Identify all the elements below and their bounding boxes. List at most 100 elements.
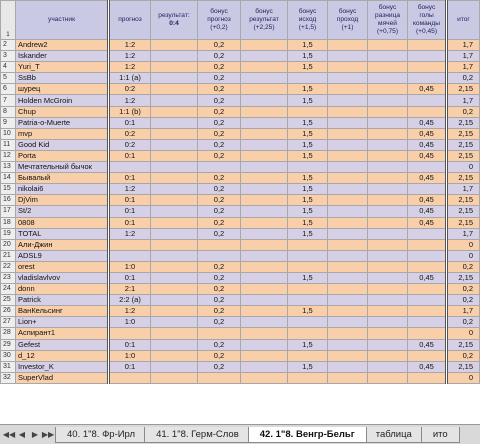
bonus-goal-diff-cell[interactable] bbox=[367, 161, 408, 174]
participant-cell[interactable]: vladislavlvov bbox=[15, 271, 110, 285]
total-cell[interactable]: 2,15 bbox=[445, 172, 480, 185]
bonus-outcome-cell[interactable]: 1,5 bbox=[287, 61, 328, 74]
bonus-goal-diff-cell[interactable] bbox=[367, 271, 408, 285]
row-number[interactable]: 9 bbox=[0, 116, 16, 129]
participant-cell[interactable]: ВанКельсинг bbox=[15, 305, 110, 318]
bonus-advance-cell[interactable] bbox=[327, 172, 368, 185]
bonus-advance-cell[interactable] bbox=[327, 227, 368, 240]
result-cell[interactable] bbox=[150, 283, 198, 296]
participant-cell[interactable]: Мечтательный бычок bbox=[15, 161, 110, 174]
bonus-advance-cell[interactable] bbox=[327, 116, 368, 129]
bonus-prediction-cell[interactable]: 0,2 bbox=[197, 283, 241, 296]
prediction-cell[interactable]: 2:2 (a) bbox=[108, 294, 151, 307]
prediction-cell[interactable]: 0:2 bbox=[108, 138, 151, 151]
result-cell[interactable] bbox=[150, 205, 198, 218]
bonus-goal-diff-cell[interactable] bbox=[367, 260, 408, 273]
result-cell[interactable] bbox=[150, 83, 198, 96]
bonus-goal-diff-cell[interactable] bbox=[367, 172, 408, 185]
total-cell[interactable]: 1,7 bbox=[445, 94, 480, 107]
bonus-outcome-cell[interactable] bbox=[287, 105, 328, 118]
participant-cell[interactable]: nikolai6 bbox=[15, 183, 110, 196]
bonus-outcome-cell[interactable]: 1,5 bbox=[287, 127, 328, 140]
prediction-cell[interactable]: 0:1 bbox=[108, 216, 151, 229]
spreadsheet-grid[interactable]: 1 участник прогноз результат: 0:4 бонус … bbox=[0, 0, 480, 424]
header-total[interactable]: итог bbox=[445, 0, 480, 40]
bonus-advance-cell[interactable] bbox=[327, 283, 368, 296]
bonus-result-cell[interactable] bbox=[240, 260, 288, 273]
bonus-outcome-cell[interactable] bbox=[287, 283, 328, 296]
row-number[interactable]: 3 bbox=[0, 50, 16, 63]
bonus-prediction-cell[interactable]: 0,2 bbox=[197, 149, 241, 163]
total-cell[interactable]: 0 bbox=[445, 249, 480, 262]
bonus-advance-cell[interactable] bbox=[327, 260, 368, 273]
row-number[interactable]: 31 bbox=[0, 360, 16, 373]
bonus-result-cell[interactable] bbox=[240, 371, 288, 384]
bonus-prediction-cell[interactable]: 0,2 bbox=[197, 316, 241, 329]
prediction-cell[interactable]: 1:0 bbox=[108, 349, 151, 362]
bonus-prediction-cell[interactable]: 0,2 bbox=[197, 271, 241, 285]
bonus-outcome-cell[interactable]: 1,5 bbox=[287, 149, 328, 163]
participant-cell[interactable]: ADSL9 bbox=[15, 249, 110, 262]
bonus-team-goals-cell[interactable]: 0,45 bbox=[407, 127, 447, 140]
header-bonus-advance[interactable]: бонус проход (+1) bbox=[327, 0, 368, 40]
total-cell[interactable]: 0,2 bbox=[445, 105, 480, 118]
bonus-prediction-cell[interactable]: 0,2 bbox=[197, 360, 241, 373]
prediction-cell[interactable]: 0:2 bbox=[108, 127, 151, 140]
total-cell[interactable]: 0,2 bbox=[445, 349, 480, 362]
bonus-result-cell[interactable] bbox=[240, 205, 288, 218]
participant-cell[interactable]: d_12 bbox=[15, 349, 110, 362]
bonus-prediction-cell[interactable]: 0,2 bbox=[197, 61, 241, 74]
result-cell[interactable] bbox=[150, 271, 198, 285]
participant-cell[interactable]: Lion+ bbox=[15, 316, 110, 329]
bonus-result-cell[interactable] bbox=[240, 61, 288, 74]
bonus-team-goals-cell[interactable]: 0,45 bbox=[407, 271, 447, 285]
bonus-advance-cell[interactable] bbox=[327, 327, 368, 340]
total-cell[interactable]: 1,7 bbox=[445, 61, 480, 74]
total-cell[interactable]: 1,7 bbox=[445, 305, 480, 318]
total-cell[interactable]: 2,15 bbox=[445, 338, 480, 351]
bonus-team-goals-cell[interactable] bbox=[407, 371, 447, 384]
bonus-outcome-cell[interactable] bbox=[287, 72, 328, 85]
bonus-team-goals-cell[interactable] bbox=[407, 260, 447, 273]
bonus-prediction-cell[interactable]: 0,2 bbox=[197, 105, 241, 118]
row-number[interactable]: 29 bbox=[0, 338, 16, 351]
prediction-cell[interactable]: 1:2 bbox=[108, 94, 151, 107]
row-number[interactable]: 16 bbox=[0, 194, 16, 207]
bonus-advance-cell[interactable] bbox=[327, 371, 368, 384]
bonus-prediction-cell[interactable]: 0,2 bbox=[197, 338, 241, 351]
result-cell[interactable] bbox=[150, 61, 198, 74]
row-number[interactable]: 17 bbox=[0, 205, 16, 218]
total-cell[interactable]: 2,15 bbox=[445, 205, 480, 218]
bonus-result-cell[interactable] bbox=[240, 216, 288, 229]
bonus-advance-cell[interactable] bbox=[327, 38, 368, 52]
header-bonus-outcome[interactable]: бонус исход (+1,5) bbox=[287, 0, 328, 40]
header-bonus-team-goals[interactable]: бонус голы команды (+0,45) bbox=[407, 0, 447, 40]
bonus-advance-cell[interactable] bbox=[327, 72, 368, 85]
bonus-outcome-cell[interactable] bbox=[287, 249, 328, 262]
bonus-advance-cell[interactable] bbox=[327, 305, 368, 318]
bonus-outcome-cell[interactable]: 1,5 bbox=[287, 116, 328, 129]
bonus-team-goals-cell[interactable]: 0,45 bbox=[407, 216, 447, 229]
bonus-goal-diff-cell[interactable] bbox=[367, 338, 408, 351]
total-cell[interactable]: 0 bbox=[445, 371, 480, 384]
bonus-prediction-cell[interactable]: 0,2 bbox=[197, 172, 241, 185]
bonus-team-goals-cell[interactable] bbox=[407, 327, 447, 340]
bonus-advance-cell[interactable] bbox=[327, 271, 368, 285]
total-cell[interactable]: 0 bbox=[445, 327, 480, 340]
participant-cell[interactable]: Chup bbox=[15, 105, 110, 118]
result-cell[interactable] bbox=[150, 172, 198, 185]
bonus-goal-diff-cell[interactable] bbox=[367, 149, 408, 163]
bonus-team-goals-cell[interactable] bbox=[407, 249, 447, 262]
header-prediction[interactable]: прогноз bbox=[108, 0, 151, 40]
participant-cell[interactable]: orest bbox=[15, 260, 110, 273]
participant-cell[interactable]: Patrick bbox=[15, 294, 110, 307]
bonus-advance-cell[interactable] bbox=[327, 205, 368, 218]
bonus-prediction-cell[interactable]: 0,2 bbox=[197, 183, 241, 196]
row-number[interactable]: 27 bbox=[0, 316, 16, 329]
bonus-outcome-cell[interactable]: 1,5 bbox=[287, 338, 328, 351]
total-cell[interactable]: 2,15 bbox=[445, 127, 480, 140]
bonus-prediction-cell[interactable] bbox=[197, 371, 241, 384]
prediction-cell[interactable]: 1:2 bbox=[108, 38, 151, 52]
bonus-outcome-cell[interactable]: 1,5 bbox=[287, 360, 328, 373]
total-cell[interactable]: 2,15 bbox=[445, 271, 480, 285]
